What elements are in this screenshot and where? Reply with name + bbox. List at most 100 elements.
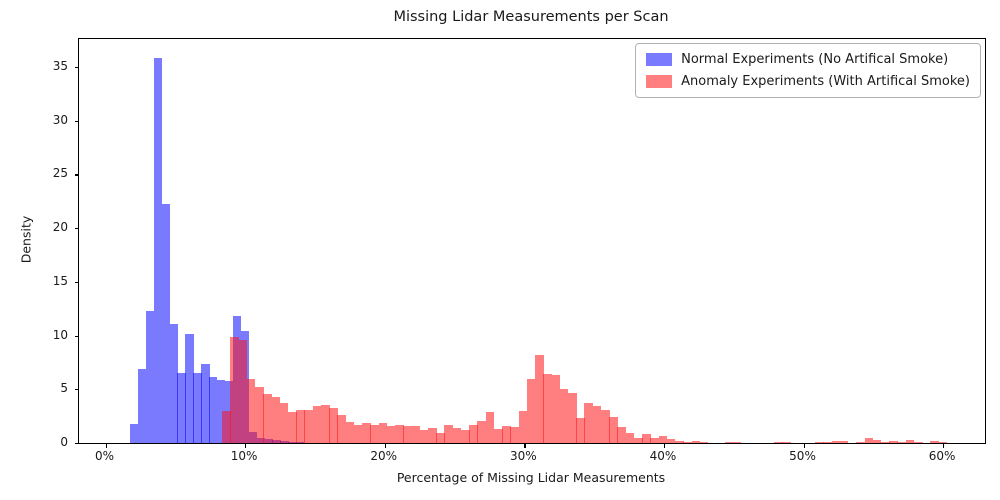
- anomaly-histogram-bar: [889, 441, 898, 443]
- anomaly-histogram-bar: [897, 441, 907, 443]
- anomaly-histogram-bar: [930, 440, 940, 443]
- anomaly-histogram-bar: [617, 426, 627, 443]
- y-axis-label: Density: [18, 215, 34, 264]
- y-tick-label: 5: [60, 381, 68, 396]
- anomaly-histogram-bar: [576, 417, 585, 443]
- anomaly-histogram-bar: [526, 378, 536, 443]
- anomaly-histogram-bar: [320, 405, 330, 443]
- anomaly-histogram-bar: [658, 436, 668, 443]
- normal-histogram-bar: [177, 373, 186, 443]
- anomaly-histogram-bar: [510, 426, 519, 443]
- anomaly-histogram-bar: [460, 429, 470, 443]
- anomaly-histogram-bar: [724, 441, 734, 443]
- x-tick-label: 40%: [649, 449, 677, 463]
- anomaly-histogram-bar: [411, 426, 421, 443]
- anomaly-histogram-bar: [584, 403, 594, 443]
- anomaly-histogram-bar: [271, 396, 281, 443]
- y-tick-mark: [74, 174, 79, 176]
- anomaly-histogram-bar: [691, 441, 701, 443]
- y-tick-mark: [74, 281, 79, 284]
- normal-histogram-bar: [201, 363, 210, 443]
- anomaly-histogram-bar: [436, 432, 445, 443]
- anomaly-histogram-bar: [370, 424, 379, 443]
- normal-histogram-bar: [193, 373, 202, 443]
- x-tick-label: 60%: [928, 449, 956, 463]
- legend-item-normal: Normal Experiments (No Artifical Smoke): [646, 52, 970, 67]
- normal-histogram-bar: [153, 58, 162, 443]
- x-tick-mark: [245, 443, 247, 448]
- anomaly-histogram-bar: [312, 406, 322, 443]
- anomaly-histogram-bar: [403, 426, 412, 443]
- anomaly-histogram-bar: [279, 403, 289, 443]
- normal-histogram-bar: [185, 334, 194, 443]
- y-tick-mark: [74, 66, 79, 69]
- anomaly-histogram-bar: [296, 409, 305, 443]
- y-tick-mark: [74, 443, 79, 445]
- x-tick-label: 20%: [370, 449, 398, 463]
- anomaly-histogram-bar: [633, 437, 643, 443]
- anomaly-histogram-bar: [543, 373, 552, 443]
- anomaly-histogram-bar: [345, 421, 355, 443]
- anomaly-histogram-bar: [666, 439, 676, 443]
- y-tick-label: 30: [52, 112, 68, 127]
- x-tick-mark: [524, 443, 526, 448]
- anomaly-histogram-bar: [518, 410, 528, 443]
- anomaly-histogram-bar: [469, 424, 478, 443]
- anomaly-histogram-bar: [337, 414, 347, 443]
- plot-area: Normal Experiments (No Artifical Smoke) …: [74, 38, 986, 448]
- anomaly-histogram-bar: [913, 441, 923, 443]
- anomaly-histogram-bar: [839, 441, 849, 443]
- anomaly-histogram-bar: [485, 411, 495, 443]
- anomaly-histogram-bar: [477, 420, 487, 443]
- anomaly-histogram-bar: [600, 410, 610, 443]
- anomaly-histogram-bar: [831, 440, 841, 443]
- legend-item-anomaly: Anomaly Experiments (With Artifical Smok…: [646, 74, 970, 89]
- anomaly-histogram-bar: [675, 440, 684, 443]
- anomaly-histogram-bar: [938, 442, 948, 443]
- anomaly-histogram-bar: [864, 438, 874, 443]
- y-tick-mark: [74, 335, 79, 337]
- y-tick-label: 25: [52, 166, 68, 181]
- anomaly-histogram-bar: [683, 441, 692, 443]
- anomaly-histogram-bar: [304, 409, 314, 443]
- x-tick-mark: [384, 443, 386, 448]
- anomaly-histogram-bar: [551, 374, 561, 443]
- anomaly-histogram-bar: [246, 378, 256, 443]
- anomaly-histogram-bar: [502, 425, 511, 443]
- anomaly-histogram-bar: [255, 387, 264, 443]
- anomaly-histogram-bar: [222, 410, 231, 443]
- anomaly-histogram-bar: [444, 424, 454, 443]
- anomaly-histogram-bar: [642, 434, 651, 443]
- anomaly-histogram-bar: [592, 406, 602, 443]
- normal-histogram-bar: [161, 204, 170, 443]
- normal-histogram-bar: [145, 310, 155, 443]
- anomaly-histogram-bar: [395, 424, 404, 443]
- anomaly-histogram-bar: [263, 393, 272, 443]
- legend-label-anomaly: Anomaly Experiments (With Artifical Smok…: [681, 74, 970, 89]
- normal-histogram-bar: [137, 368, 147, 443]
- normal-histogram-bar: [169, 323, 178, 443]
- x-tick-mark: [663, 443, 666, 448]
- anomaly-histogram-bar: [872, 439, 882, 443]
- anomaly-histogram-bar: [386, 426, 396, 443]
- anomaly-histogram-bar: [609, 417, 618, 443]
- y-tick-label: 15: [52, 273, 68, 288]
- anomaly-histogram-bar: [773, 441, 783, 443]
- x-tick-mark: [803, 443, 805, 448]
- legend-swatch-anomaly-icon: [646, 75, 673, 88]
- y-tick-mark: [74, 120, 79, 122]
- anomaly-histogram-bar: [905, 440, 915, 443]
- anomaly-histogram-bar: [815, 441, 824, 443]
- anomaly-histogram-bar: [535, 354, 544, 443]
- y-tick-label: 20: [52, 220, 68, 235]
- x-tick-label: 50%: [789, 449, 816, 463]
- anomaly-histogram-bar: [699, 442, 709, 443]
- anomaly-histogram-bar: [732, 442, 742, 443]
- anomaly-histogram-bar: [559, 389, 569, 443]
- anomaly-histogram-bar: [493, 428, 503, 443]
- y-tick-label: 35: [52, 58, 68, 73]
- x-tick-mark: [943, 443, 945, 448]
- normal-histogram-bar: [209, 377, 218, 443]
- legend-swatch-normal-icon: [646, 53, 673, 66]
